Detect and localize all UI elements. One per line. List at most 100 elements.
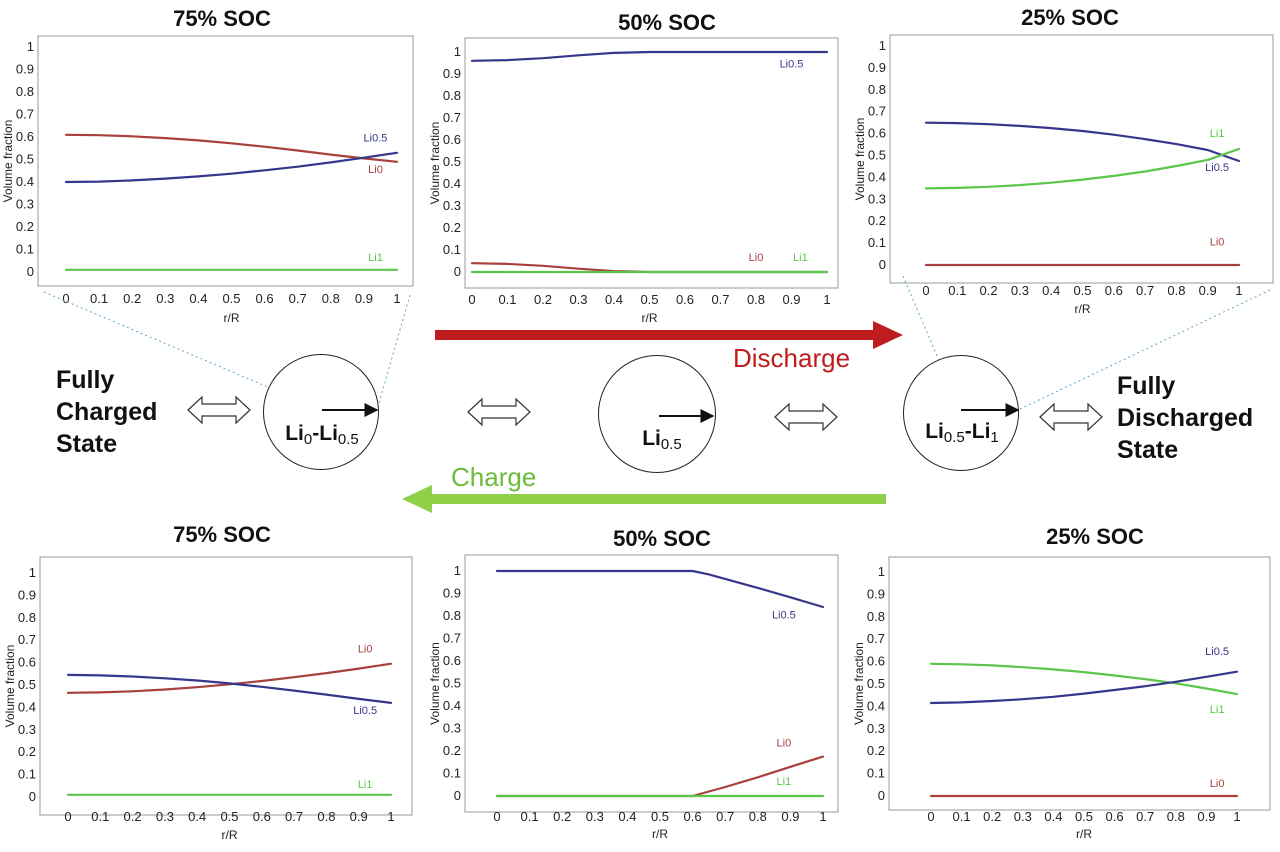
y-tick-label: 0.1 [868,235,886,250]
y-tick-label: 0 [29,789,36,804]
y-tick-label: 0.5 [868,148,886,163]
label-base: Li [642,427,661,450]
plot-area: 0 0.1 0.2 0.3 0.4 0.5 0.6 0.7 0.8 0.9 1 0 0.1 0.2 0.3 0… [1,35,414,325]
label-base: Li [971,420,991,443]
y-tick-label: 0.4 [443,176,461,191]
y-tick-label: 0.4 [868,169,886,184]
x-tick-label: 0.9 [782,292,800,307]
x-tick-label: 0.4 [188,809,206,824]
y-tick-label: 0.5 [867,676,885,691]
y-tick-label: 0.2 [16,219,34,234]
y-tick-label: 0.5 [443,676,461,691]
x-tick-label: 0.6 [256,291,274,306]
y-axis-title: Volume fraction [852,642,866,725]
state-line: State [1117,436,1179,464]
particle-circle-li0-li05 [263,354,379,470]
series-label: Li1 [358,779,373,791]
state-line: State [56,430,118,458]
chart-50soc-discharge: 50% SOC 0 0.1 0.2 0.3 0.4 0.5 0.6 0.7 0.8 0.9 1 0 0.… [425,0,845,330]
x-tick-label: 0.7 [289,291,307,306]
x-tick-label: 0.2 [980,283,998,298]
x-tick-label: 0.5 [222,291,240,306]
series-label: Li0 [749,252,764,264]
y-tick-label: 0.2 [443,743,461,758]
y-tick-label: 0.7 [18,632,36,647]
x-tick-label: 1 [393,291,400,306]
y-tick-label: 0.9 [443,66,461,81]
series-label: Li0 [368,164,383,176]
y-tick-label: 0.5 [443,154,461,169]
x-tick-label: 1 [1235,283,1242,298]
y-tick-label: 0.9 [18,587,36,602]
y-tick-label: 0 [454,264,461,279]
plot-area: 0 0.1 0.2 0.3 0.4 0.5 0.6 0.7 0.8 0.9 1 0 0.1 0.2 0.3 0… [3,556,413,842]
y-tick-label: 0.3 [867,721,885,736]
chart-title: 25% SOC [1021,5,1119,30]
double-arrow-icon [1039,402,1103,432]
label-base: Li [319,422,338,445]
x-axis-title: r/R [652,827,668,841]
state-line: Discharged [1117,404,1254,432]
y-axis-title: Volume fraction [428,122,442,205]
y-axis-title: Volume fraction [428,642,442,725]
y-tick-label: 0.4 [867,698,885,713]
y-tick-label: 0.4 [18,699,36,714]
chart-50soc-charge: 50% SOC 0 0.1 0.2 0.3 0.4 0.5 0.6 0.7 0.8 0.9 1 0 0.… [425,515,845,850]
y-tick-label: 0.3 [443,721,461,736]
x-tick-label: 1 [823,292,830,307]
y-tick-label: 0.8 [18,610,36,625]
y-tick-label: 0.5 [16,152,34,167]
y-tick-label: 0.8 [443,608,461,623]
label-sub: 0.5 [337,431,359,448]
chart-title: 25% SOC [1046,524,1144,549]
series-line-Li05 [495,569,825,609]
y-tick-label: 0.8 [16,84,34,99]
y-tick-label: 0 [878,788,885,803]
circle-label-li05: Li0.5 [642,427,682,453]
series-line-Li1 [929,662,1239,696]
y-tick-label: 0.7 [867,631,885,646]
series-line-Li05 [470,50,829,62]
y-tick-label: 0.8 [867,609,885,624]
series-label: Li0 [777,738,792,750]
y-tick-label: 0.4 [16,174,34,189]
x-tick-label: 1 [387,809,394,824]
series-label: Li0 [1210,236,1225,248]
y-tick-label: 0.7 [16,107,34,122]
x-tick-label: 0.2 [534,292,552,307]
y-tick-label: 1 [27,39,34,54]
y-tick-label: 1 [454,563,461,578]
double-arrow-icon [467,397,531,427]
x-tick-label: 0.6 [684,809,702,824]
y-tick-label: 0.2 [867,743,885,758]
particle-circle-li05-li1 [903,355,1019,471]
plot-area: 0 0.1 0.2 0.3 0.4 0.5 0.6 0.7 0.8 0.9 1 0 0.1 0.2 0.3 0… [428,554,839,841]
y-tick-label: 0.2 [443,220,461,235]
y-axis-title: Volume fraction [1,120,15,203]
x-axis-title: r/R [224,311,240,325]
y-tick-label: 0 [454,788,461,803]
y-tick-label: 1 [879,38,886,53]
circle-label-li05-li1: Li0.5-Li1 [925,420,999,446]
y-tick-label: 0.6 [443,132,461,147]
x-axis-title: r/R [642,311,658,325]
series-line-Li05 [924,121,1241,163]
plot-area: 0 0.1 0.2 0.3 0.4 0.5 0.6 0.7 0.8 0.9 1 0 0.1 0.2 0.3 0… [852,556,1271,841]
x-tick-label: 0.7 [1136,283,1154,298]
label-sep: - [964,420,972,443]
y-tick-label: 0.1 [443,766,461,781]
x-tick-label: 0.7 [1136,809,1154,824]
plot-area: 0 0.1 0.2 0.3 0.4 0.5 0.6 0.7 0.8 0.9 1 0 0.1 0.2 0.3 0… [853,34,1274,316]
y-tick-label: 0.6 [443,653,461,668]
y-tick-label: 0.6 [18,655,36,670]
x-tick-label: 0.5 [651,809,669,824]
y-tick-label: 0 [27,264,34,279]
x-tick-label: 0.8 [1167,283,1185,298]
label-base: Li [285,422,304,445]
y-tick-label: 0.5 [18,677,36,692]
y-tick-label: 0.9 [16,62,34,77]
y-tick-label: 1 [878,564,885,579]
label-base: Li [925,420,944,443]
x-tick-label: 0.2 [553,809,571,824]
series-label: Li1 [368,252,383,264]
